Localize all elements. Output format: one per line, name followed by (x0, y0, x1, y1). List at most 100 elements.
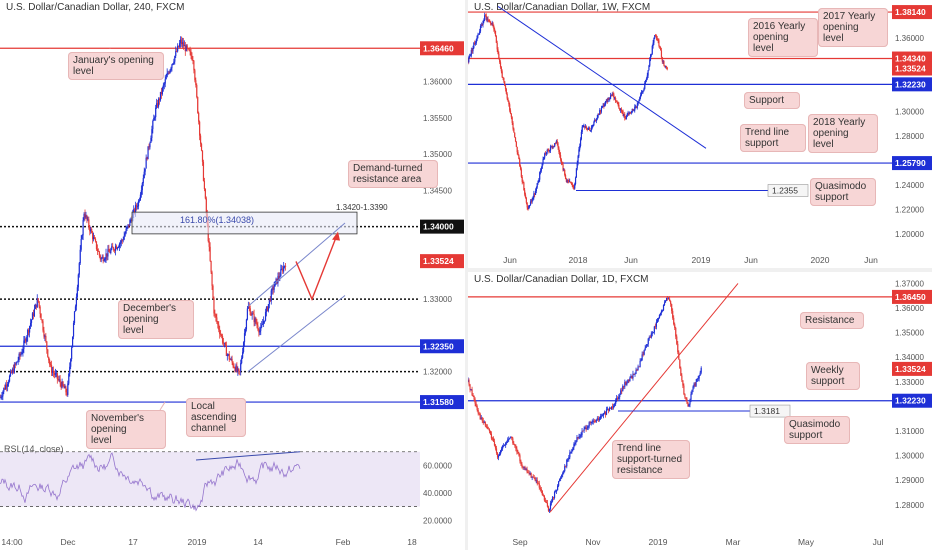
candle-body (503, 77, 505, 82)
candle-body (529, 205, 531, 206)
candle-body (282, 268, 284, 272)
candle-body (676, 336, 678, 344)
candle-body (17, 360, 19, 362)
candle-body (520, 169, 522, 177)
candle-body (129, 220, 131, 226)
candle-body (215, 314, 217, 318)
candle-body (514, 137, 517, 142)
candle-body (623, 385, 625, 387)
candle-body (218, 324, 220, 330)
candle-body (488, 19, 490, 22)
candle-body (250, 315, 252, 316)
candle-body (658, 40, 660, 46)
candle-body (656, 319, 659, 322)
candle-body (205, 198, 207, 214)
candle-body (589, 422, 591, 424)
candle-body (470, 50, 472, 56)
candle-body (486, 426, 488, 429)
candle-body (484, 15, 487, 17)
candle-body (488, 429, 490, 432)
candle-body (170, 68, 172, 70)
candle-body (16, 361, 18, 363)
candle-body (653, 37, 655, 43)
candle-body (201, 150, 204, 162)
candle-body (87, 219, 89, 221)
candle-body (544, 153, 546, 158)
candle-body (243, 333, 246, 343)
candle-body (469, 384, 471, 390)
candle-body (665, 297, 668, 301)
price-tag-label: 1.33524 (895, 64, 926, 74)
candle-body (548, 150, 550, 152)
y-tick-label: 1.29000 (895, 476, 924, 485)
candle-body (199, 135, 202, 144)
candle-body (616, 101, 618, 103)
candle-body (477, 410, 479, 414)
candle-body (576, 163, 578, 169)
candle-body (74, 306, 77, 312)
candle-body (655, 35, 657, 36)
candle-body (615, 101, 618, 103)
candle-body (65, 386, 67, 393)
candle-body (609, 98, 611, 100)
candle-body (479, 413, 481, 420)
candle-body (551, 497, 554, 502)
candle-body (113, 247, 115, 251)
candle-body (566, 459, 568, 467)
price-tag-label: 1.31580 (423, 397, 454, 407)
candle-body (613, 405, 615, 408)
candle-body (555, 140, 557, 144)
candle-body (528, 205, 530, 210)
candle-body (598, 418, 600, 421)
candle-body (485, 425, 487, 427)
candle-body (104, 258, 106, 261)
candle-body (481, 24, 483, 26)
candle-body (535, 187, 537, 191)
candle-body (474, 42, 476, 44)
x-tick-label: Jun (744, 255, 758, 265)
candle-body (573, 444, 575, 448)
candle-body (192, 59, 194, 61)
candle-body (528, 473, 530, 474)
candle-body (559, 479, 561, 482)
candle-body (38, 301, 40, 307)
candle-body (497, 455, 500, 458)
candle-body (569, 181, 572, 183)
candle-body (120, 240, 122, 243)
candle-body (494, 445, 497, 449)
candle-body (166, 73, 168, 77)
candle-body (533, 477, 535, 479)
candle-body (537, 483, 539, 485)
candle-body (63, 385, 65, 389)
candle-body (536, 480, 538, 484)
candle-body (534, 193, 536, 195)
candle-body (266, 307, 269, 311)
candle-body (498, 453, 501, 456)
candle-body (624, 118, 627, 119)
candle-body (633, 373, 635, 375)
candle-body (472, 395, 474, 397)
candle-body (231, 358, 233, 363)
candle-body (53, 372, 56, 375)
candle-body (483, 20, 485, 22)
candle-body (69, 366, 71, 374)
candle-body (84, 214, 86, 218)
x-tick-label: Jun (503, 255, 517, 265)
candle-body (603, 105, 605, 107)
candle-body (232, 362, 234, 367)
candle-body (582, 126, 584, 128)
candle-body (698, 375, 700, 379)
candle-body (31, 313, 34, 320)
rsi-tick-label: 60.0000 (423, 461, 452, 470)
candle-body (509, 438, 511, 439)
candle-body (200, 143, 203, 151)
candle-body (527, 472, 529, 474)
candle-body (629, 112, 631, 114)
candle-body (501, 448, 503, 451)
candle-body (178, 43, 181, 47)
candle-body (592, 420, 594, 422)
candle-body (614, 97, 617, 102)
candle-body (599, 110, 602, 112)
candle-body (645, 78, 648, 81)
candle-body (599, 110, 601, 115)
